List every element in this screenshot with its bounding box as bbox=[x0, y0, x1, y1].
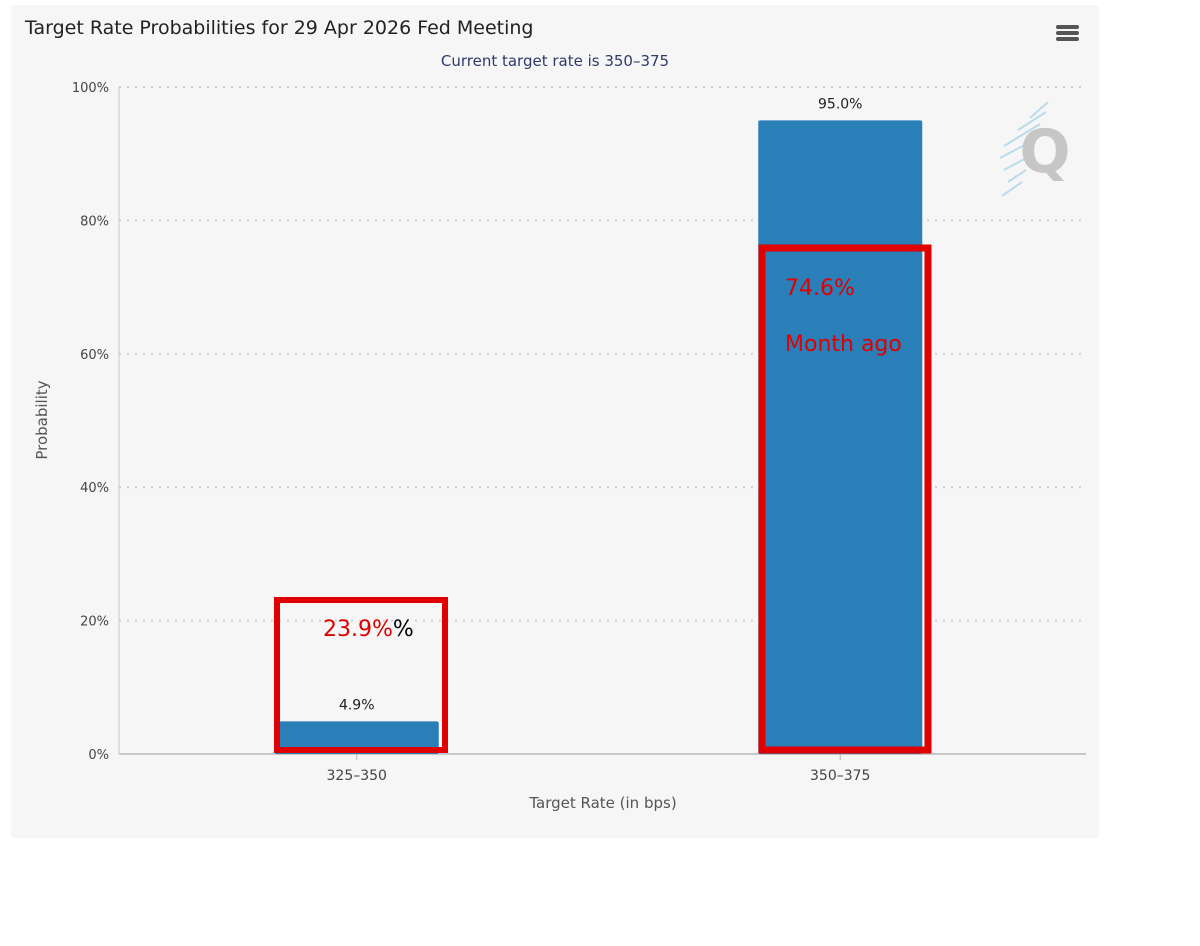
chart-subtitle: Current target rate is 350–375 bbox=[441, 52, 669, 70]
bar bbox=[274, 721, 439, 754]
y-tick-label: 0% bbox=[88, 748, 109, 763]
bar bbox=[758, 120, 923, 755]
x-tick-label: 325–350 bbox=[327, 768, 387, 784]
y-axis-label: Probability bbox=[33, 380, 51, 459]
y-tick-label: 20% bbox=[80, 615, 109, 630]
y-tick-label: 40% bbox=[80, 481, 109, 496]
bars: 4.9% 95.0% bbox=[274, 96, 923, 755]
axes: 0% 20% 40% 60% 80% 100% 325–350 350–375 bbox=[72, 81, 1086, 784]
y-tick-label: 100% bbox=[72, 81, 109, 96]
x-tick-label: 350–375 bbox=[810, 768, 870, 784]
bar-data-label: 95.0% bbox=[818, 96, 862, 112]
right-annotation-value: 74.6% bbox=[785, 276, 855, 301]
gridlines bbox=[119, 86, 1086, 622]
right-annotation-box bbox=[758, 244, 932, 754]
svg-text:Q: Q bbox=[1019, 117, 1070, 187]
chart-menu-button[interactable] bbox=[1052, 20, 1082, 46]
x-axis-label: Target Rate (in bps) bbox=[528, 794, 676, 812]
chart-title: Target Rate Probabilities for 29 Apr 202… bbox=[24, 17, 534, 39]
left-annotation-text: 23.9%% bbox=[323, 617, 414, 642]
bar-data-label: 4.9% bbox=[339, 697, 375, 713]
q-logo-watermark-icon: Q bbox=[999, 101, 1071, 197]
right-annotation-note: Month ago bbox=[785, 332, 902, 357]
y-tick-label: 60% bbox=[80, 348, 109, 363]
y-tick-label: 80% bbox=[80, 214, 109, 229]
left-annotation-box bbox=[274, 597, 448, 753]
hamburger-menu-icon bbox=[1056, 25, 1079, 41]
